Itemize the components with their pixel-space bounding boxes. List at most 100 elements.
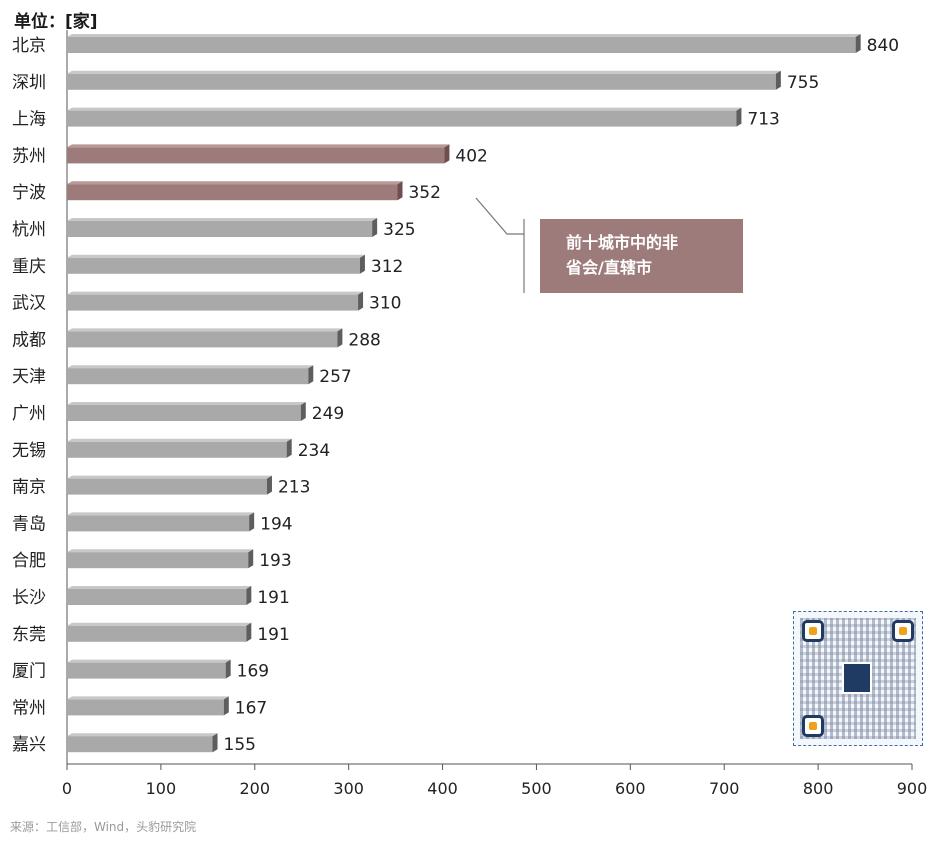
category-label: 武汉 [12, 294, 46, 314]
qr-code-icon [793, 611, 923, 746]
value-label: 755 [787, 73, 819, 93]
bar [67, 662, 226, 679]
x-tick-label: 100 [146, 779, 177, 798]
category-label: 厦门 [12, 662, 46, 682]
bar-side [855, 34, 861, 53]
bar-side [397, 181, 403, 201]
value-label: 288 [348, 330, 380, 350]
bar-side [337, 328, 343, 348]
category-label: 上海 [12, 110, 46, 130]
bar [67, 699, 224, 716]
bar [67, 589, 247, 605]
bar-top [67, 70, 781, 74]
bar-top [67, 475, 272, 479]
bar [67, 37, 856, 53]
bar [67, 331, 338, 348]
bar-top [67, 586, 252, 589]
category-label: 重庆 [12, 257, 46, 277]
bar-side [308, 365, 314, 385]
bar-side [246, 586, 252, 605]
value-label: 194 [260, 514, 292, 534]
annotation-leader-line [475, 197, 524, 235]
category-label: 南京 [12, 478, 46, 498]
bar-side [248, 549, 254, 569]
bar-side [266, 475, 272, 495]
x-tick-label: 600 [615, 779, 646, 798]
value-label: 213 [278, 478, 310, 498]
bar [67, 73, 776, 90]
category-label: 无锡 [12, 441, 46, 461]
bar [67, 257, 360, 274]
bar-side [372, 218, 378, 237]
bar-top [67, 512, 255, 516]
bar-side [212, 733, 218, 753]
bar [67, 184, 398, 201]
x-tick-label: 0 [62, 779, 72, 798]
annotation-line-2: 省会/直辖市 [566, 258, 652, 277]
x-tick-label: 800 [803, 779, 834, 798]
category-label: 杭州 [12, 220, 46, 240]
category-label: 苏州 [12, 146, 46, 166]
bar-side [223, 696, 229, 716]
category-label: 天津 [12, 367, 46, 387]
category-label: 北京 [12, 36, 46, 56]
bar-top [67, 365, 314, 369]
category-label: 长沙 [12, 588, 46, 608]
bar [67, 736, 213, 753]
bar [67, 110, 737, 127]
bar-top [67, 733, 218, 737]
category-label: 深圳 [12, 73, 46, 93]
bar [67, 294, 359, 311]
bar [67, 625, 247, 642]
bar-side [444, 144, 450, 164]
bar-side [286, 438, 292, 458]
value-label: 234 [298, 441, 330, 461]
value-label: 169 [237, 662, 269, 682]
value-label: 325 [383, 220, 415, 240]
category-label: 青岛 [12, 514, 46, 534]
x-tick-label: 500 [521, 779, 552, 798]
annotation-box: 前十城市中的非 省会/直辖市 [540, 219, 743, 293]
bar-top [67, 34, 861, 37]
bar [67, 147, 445, 164]
bar [67, 478, 267, 495]
bar-side [249, 512, 255, 532]
bar-top [67, 328, 343, 332]
value-label: 155 [224, 735, 256, 755]
x-tick-label: 200 [240, 779, 271, 798]
bar-side [246, 622, 252, 642]
value-label: 310 [369, 294, 401, 314]
bar [67, 441, 287, 458]
value-label: 713 [747, 110, 779, 130]
bar-top [67, 144, 450, 148]
value-label: 193 [259, 551, 291, 571]
bar-top [67, 291, 364, 295]
bar [67, 405, 301, 421]
bar-side [775, 70, 781, 90]
bar-top [67, 438, 292, 442]
bar-top [67, 107, 742, 111]
category-label: 合肥 [12, 551, 46, 571]
bar-side [359, 254, 365, 274]
bar [67, 552, 249, 569]
bar-top [67, 622, 252, 626]
source-note: 来源：工信部，Wind，头豹研究院 [10, 820, 197, 834]
bar [67, 368, 309, 385]
bar-top [67, 402, 306, 405]
bar-side [300, 402, 306, 421]
bar-top [67, 549, 254, 553]
value-label: 402 [455, 146, 487, 166]
value-label: 352 [408, 183, 440, 203]
qr-logo-icon [842, 662, 872, 694]
category-label: 常州 [12, 698, 46, 718]
value-label: 257 [319, 367, 351, 387]
category-label: 广州 [12, 404, 46, 424]
annotation-line-1: 前十城市中的非 [566, 233, 679, 252]
value-label: 191 [257, 588, 289, 608]
bar-top [67, 254, 365, 258]
category-label: 嘉兴 [12, 735, 46, 755]
unit-label: 单位：[家] [14, 12, 98, 32]
bar-top [67, 181, 403, 185]
value-label: 191 [257, 625, 289, 645]
